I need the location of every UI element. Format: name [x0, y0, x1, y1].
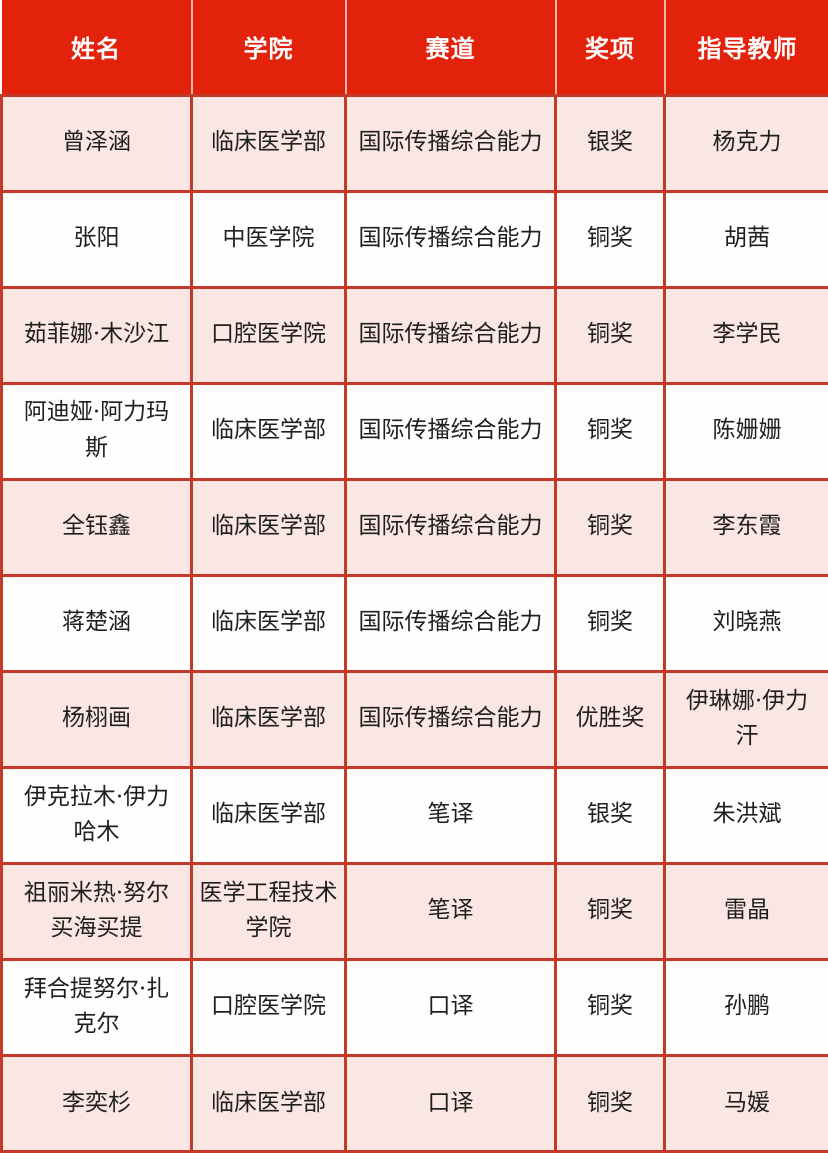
teacher-cell: 陈姗姗: [663, 381, 828, 481]
teacher-cell: 雷晶: [663, 861, 828, 961]
teacher-cell: 李东霞: [663, 477, 828, 577]
table-header-row: 姓名 学院 赛道 奖项 指导教师: [1, 0, 828, 97]
column-header-name: 姓名: [1, 0, 193, 97]
college-cell: 中医学院: [190, 189, 347, 289]
award-cell: 优胜奖: [554, 669, 666, 769]
table-row: 茹菲娜·木沙江 口腔医学院 国际传播综合能力 铜奖 李学民: [0, 285, 828, 385]
student-name-cell: 祖丽米热·努尔买海买提: [0, 861, 193, 961]
column-header-teacher: 指导教师: [664, 0, 828, 97]
table-row: 全钰鑫 临床医学部 国际传播综合能力 铜奖 李东霞: [0, 477, 828, 577]
student-name-cell: 李奕杉: [0, 1053, 193, 1153]
track-cell: 口译: [344, 957, 557, 1057]
college-cell: 临床医学部: [190, 381, 347, 481]
award-cell: 银奖: [554, 93, 666, 193]
college-cell: 口腔医学院: [190, 285, 347, 385]
column-header-track: 赛道: [345, 0, 557, 97]
college-cell: 临床医学部: [190, 669, 347, 769]
teacher-cell: 杨克力: [663, 93, 828, 193]
table-row: 伊克拉木·伊力哈木 临床医学部 笔译 银奖 朱洪斌: [0, 765, 828, 865]
teacher-cell: 朱洪斌: [663, 765, 828, 865]
student-name-cell: 拜合提努尔·扎克尔: [0, 957, 193, 1057]
table-row: 祖丽米热·努尔买海买提 医学工程技术学院 笔译 铜奖 雷晶: [0, 861, 828, 961]
student-name-cell: 蒋楚涵: [0, 573, 193, 673]
college-cell: 临床医学部: [190, 477, 347, 577]
college-cell: 医学工程技术学院: [190, 861, 347, 961]
track-cell: 国际传播综合能力: [344, 477, 557, 577]
teacher-cell: 胡茜: [663, 189, 828, 289]
table-row: 曾泽涵 临床医学部 国际传播综合能力 银奖 杨克力: [0, 93, 828, 193]
track-cell: 口译: [344, 1053, 557, 1153]
award-cell: 铜奖: [554, 573, 666, 673]
table-row: 拜合提努尔·扎克尔 口腔医学院 口译 铜奖 孙鹏: [0, 957, 828, 1057]
award-cell: 铜奖: [554, 1053, 666, 1153]
student-name-cell: 张阳: [0, 189, 193, 289]
track-cell: 笔译: [344, 861, 557, 961]
student-name-cell: 曾泽涵: [0, 93, 193, 193]
award-cell: 铜奖: [554, 189, 666, 289]
track-cell: 国际传播综合能力: [344, 669, 557, 769]
award-cell: 铜奖: [554, 381, 666, 481]
student-name-cell: 全钰鑫: [0, 477, 193, 577]
award-cell: 铜奖: [554, 285, 666, 385]
award-cell: 银奖: [554, 765, 666, 865]
table-row: 李奕杉 临床医学部 口译 铜奖 马媛: [0, 1053, 828, 1153]
track-cell: 国际传播综合能力: [344, 381, 557, 481]
award-cell: 铜奖: [554, 957, 666, 1057]
student-name-cell: 茹菲娜·木沙江: [0, 285, 193, 385]
teacher-cell: 李学民: [663, 285, 828, 385]
table-row: 杨栩画 临床医学部 国际传播综合能力 优胜奖 伊琳娜·伊力汗: [0, 669, 828, 769]
award-cell: 铜奖: [554, 861, 666, 961]
college-cell: 临床医学部: [190, 1053, 347, 1153]
student-name-cell: 阿迪娅·阿力玛斯: [0, 381, 193, 481]
track-cell: 国际传播综合能力: [344, 93, 557, 193]
track-cell: 笔译: [344, 765, 557, 865]
student-name-cell: 杨栩画: [0, 669, 193, 769]
college-cell: 临床医学部: [190, 765, 347, 865]
table-row: 蒋楚涵 临床医学部 国际传播综合能力 铜奖 刘晓燕: [0, 573, 828, 673]
table-row: 张阳 中医学院 国际传播综合能力 铜奖 胡茜: [0, 189, 828, 289]
college-cell: 临床医学部: [190, 93, 347, 193]
teacher-cell: 孙鹏: [663, 957, 828, 1057]
student-name-cell: 伊克拉木·伊力哈木: [0, 765, 193, 865]
teacher-cell: 马媛: [663, 1053, 828, 1153]
table-row: 阿迪娅·阿力玛斯 临床医学部 国际传播综合能力 铜奖 陈姗姗: [0, 381, 828, 481]
track-cell: 国际传播综合能力: [344, 285, 557, 385]
track-cell: 国际传播综合能力: [344, 573, 557, 673]
track-cell: 国际传播综合能力: [344, 189, 557, 289]
teacher-cell: 刘晓燕: [663, 573, 828, 673]
teacher-cell: 伊琳娜·伊力汗: [663, 669, 828, 769]
column-header-award: 奖项: [555, 0, 666, 97]
college-cell: 临床医学部: [190, 573, 347, 673]
college-cell: 口腔医学院: [190, 957, 347, 1057]
column-header-college: 学院: [191, 0, 347, 97]
award-cell: 铜奖: [554, 477, 666, 577]
